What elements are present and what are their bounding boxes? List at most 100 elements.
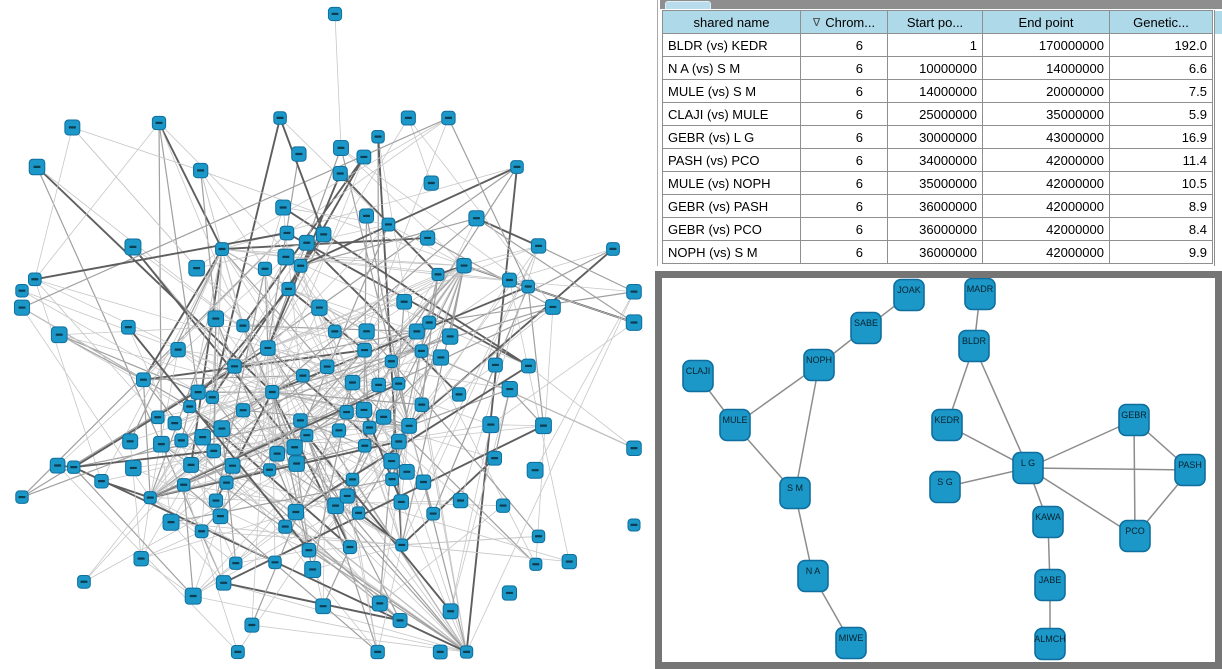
- column-header-shared-name[interactable]: shared name: [662, 10, 801, 34]
- cell-chromosome[interactable]: 6: [800, 125, 888, 149]
- graph-node[interactable]: [381, 217, 396, 232]
- graph-node[interactable]: [188, 259, 205, 277]
- table-row[interactable]: CLAJI (vs) MULE 6 25000000 35000000 5.9: [662, 102, 1213, 126]
- graph-node[interactable]: [400, 110, 416, 126]
- graph-node[interactable]: [415, 474, 432, 490]
- graph-node[interactable]: [625, 314, 643, 331]
- graph-node[interactable]: [442, 603, 459, 620]
- graph-node[interactable]: [414, 397, 429, 412]
- graph-node[interactable]: [359, 208, 375, 224]
- graph-node[interactable]: [293, 413, 308, 428]
- graph-node[interactable]: [432, 349, 450, 366]
- graph-node[interactable]: [298, 234, 315, 251]
- graph-node[interactable]: [184, 587, 202, 605]
- graph-node[interactable]: [194, 524, 209, 539]
- table-row[interactable]: GEBR (vs) PCO 6 36000000 42000000 8.4: [662, 217, 1213, 241]
- cell-shared-name[interactable]: GEBR (vs) PASH: [662, 194, 801, 218]
- graph-node[interactable]: [262, 463, 277, 477]
- table-row[interactable]: NOPH (vs) S M 6 36000000 42000000 9.9: [662, 240, 1213, 264]
- graph-node[interactable]: [13, 299, 31, 316]
- graph-node[interactable]: [501, 381, 518, 398]
- cell-start-point[interactable]: 36000000: [887, 194, 983, 218]
- graph-node[interactable]: [162, 513, 180, 531]
- graph-node[interactable]: [414, 344, 429, 358]
- graph-node[interactable]: [392, 377, 406, 391]
- graph-node[interactable]: [176, 478, 191, 492]
- graph-node[interactable]: [362, 420, 377, 435]
- graph-node[interactable]: [64, 119, 81, 136]
- cell-genetic[interactable]: 10.5: [1109, 171, 1213, 195]
- table-row[interactable]: GEBR (vs) L G 6 30000000 43000000 16.9: [662, 125, 1213, 149]
- cell-end-point[interactable]: 43000000: [982, 125, 1110, 149]
- cell-shared-name[interactable]: BLDR (vs) KEDR: [662, 33, 801, 57]
- graph-node[interactable]: [375, 409, 392, 425]
- graph-node[interactable]: [535, 417, 552, 435]
- graph-node[interactable]: [468, 210, 485, 227]
- cell-shared-name[interactable]: N A (vs) S M: [662, 56, 801, 80]
- graph-node[interactable]: [529, 557, 543, 571]
- graph-node[interactable]: [143, 491, 157, 505]
- graph-node[interactable]: [339, 405, 354, 420]
- graph-node[interactable]: [15, 490, 29, 504]
- graph-node[interactable]: [422, 315, 437, 330]
- cell-end-point[interactable]: 42000000: [982, 171, 1110, 195]
- graph-node[interactable]: [482, 416, 500, 434]
- graph-node[interactable]: [395, 538, 409, 552]
- column-header-genetic[interactable]: Genetic...: [1109, 10, 1213, 34]
- graph-node[interactable]: [224, 457, 241, 474]
- network-node-noph[interactable]: NOPH: [803, 348, 835, 382]
- graph-node[interactable]: [121, 319, 136, 335]
- graph-node[interactable]: [311, 299, 328, 316]
- graph-node[interactable]: [502, 272, 517, 288]
- cell-chromosome[interactable]: 6: [800, 33, 888, 57]
- graph-node[interactable]: [300, 428, 314, 442]
- cell-genetic[interactable]: 9.9: [1109, 240, 1213, 264]
- graph-node[interactable]: [495, 498, 511, 513]
- graph-node[interactable]: [268, 555, 282, 570]
- graph-node[interactable]: [345, 472, 360, 487]
- graph-node[interactable]: [281, 281, 296, 297]
- cell-chromosome[interactable]: 6: [800, 240, 888, 264]
- cell-start-point[interactable]: 25000000: [887, 102, 983, 126]
- graph-node[interactable]: [265, 385, 280, 400]
- cell-shared-name[interactable]: PASH (vs) PCO: [662, 148, 801, 172]
- graph-node[interactable]: [442, 328, 459, 345]
- graph-node[interactable]: [331, 423, 347, 438]
- network-node-mule[interactable]: MULE: [719, 408, 751, 442]
- cell-start-point[interactable]: 34000000: [887, 148, 983, 172]
- graph-node[interactable]: [561, 553, 577, 570]
- graph-node[interactable]: [236, 319, 250, 333]
- cell-genetic[interactable]: 16.9: [1109, 125, 1213, 149]
- network-node-kedr[interactable]: KEDR: [931, 408, 963, 442]
- graph-node[interactable]: [167, 416, 182, 431]
- graph-node[interactable]: [49, 457, 66, 474]
- graph-node[interactable]: [174, 433, 189, 448]
- table-row[interactable]: MULE (vs) S M 6 14000000 20000000 7.5: [662, 79, 1213, 103]
- cell-shared-name[interactable]: GEBR (vs) L G: [662, 125, 801, 149]
- graph-node[interactable]: [451, 387, 467, 402]
- cell-genetic[interactable]: 7.5: [1109, 79, 1213, 103]
- graph-node[interactable]: [545, 299, 561, 315]
- cell-shared-name[interactable]: CLAJI (vs) MULE: [662, 102, 801, 126]
- graph-node[interactable]: [275, 199, 292, 216]
- overview-network-canvas[interactable]: JOAK MADR SABE BLDR NOPH CLAJI KEDR MULE GEBR L G…: [662, 278, 1215, 662]
- graph-node[interactable]: [487, 450, 503, 466]
- graph-node[interactable]: [358, 323, 375, 340]
- graph-node[interactable]: [207, 310, 225, 327]
- cell-genetic[interactable]: 8.9: [1109, 194, 1213, 218]
- cell-start-point[interactable]: 36000000: [887, 240, 983, 264]
- cell-genetic[interactable]: 8.4: [1109, 217, 1213, 241]
- network-node-l-g[interactable]: L G: [1012, 451, 1044, 485]
- graph-node[interactable]: [215, 242, 229, 257]
- graph-node[interactable]: [183, 457, 200, 473]
- graph-node[interactable]: [342, 540, 357, 555]
- graph-node[interactable]: [193, 162, 209, 179]
- graph-node[interactable]: [385, 472, 399, 487]
- cell-end-point[interactable]: 42000000: [982, 240, 1110, 264]
- network-node-almch[interactable]: ALMCH: [1034, 627, 1066, 661]
- graph-node[interactable]: [227, 359, 242, 374]
- cell-shared-name[interactable]: MULE (vs) S M: [662, 79, 801, 103]
- network-node-claji[interactable]: CLAJI: [682, 359, 714, 393]
- network-node-pash[interactable]: PASH: [1174, 453, 1206, 487]
- graph-node[interactable]: [213, 420, 231, 438]
